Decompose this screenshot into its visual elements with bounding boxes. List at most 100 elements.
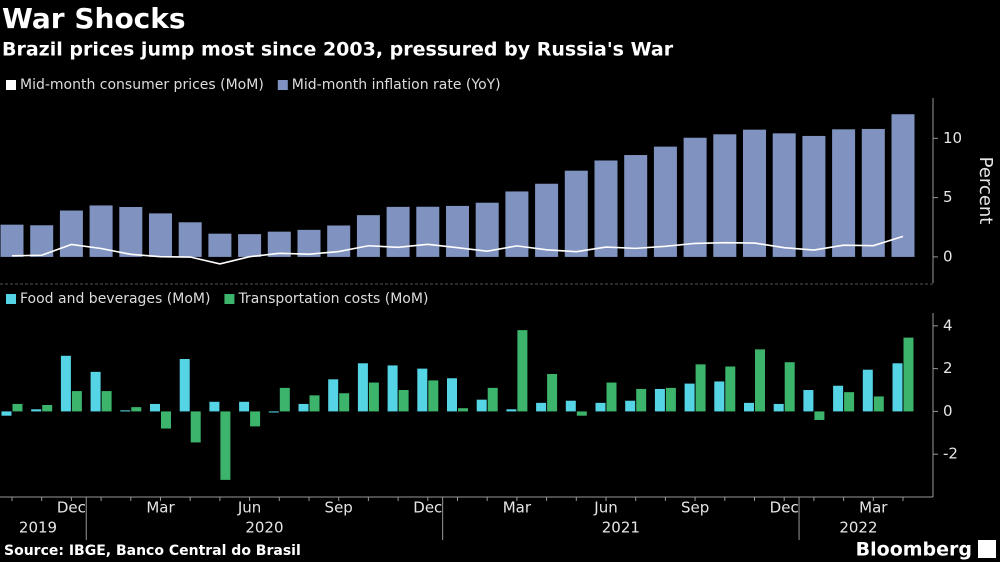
bar <box>653 146 677 257</box>
bar <box>12 403 23 412</box>
bar <box>131 407 142 412</box>
bar <box>297 229 321 257</box>
y-tick-label: -2 <box>943 445 958 463</box>
bar <box>714 381 725 412</box>
bar <box>755 349 765 412</box>
legend-swatch <box>6 294 16 304</box>
bar <box>59 210 83 257</box>
bar <box>1 411 12 416</box>
bar <box>713 134 737 257</box>
bar <box>505 191 529 257</box>
bar <box>873 396 884 412</box>
line <box>11 235 904 265</box>
bar <box>446 205 469 257</box>
bar <box>743 129 766 257</box>
bar <box>150 403 160 412</box>
bar <box>267 231 291 257</box>
bar <box>447 378 457 412</box>
year-label: 2022 <box>839 519 877 537</box>
bar <box>42 405 53 412</box>
bar <box>31 409 42 412</box>
y-tick-label: 2 <box>943 359 953 377</box>
bar <box>428 380 439 412</box>
chart-subtitle: Brazil prices jump most since 2003, pres… <box>2 39 674 61</box>
bar <box>208 233 232 257</box>
source: Source: IBGE, Banco Central do Brasil <box>4 543 301 559</box>
brand-icon <box>978 540 996 558</box>
bar <box>268 411 279 413</box>
bar <box>239 401 250 412</box>
bar <box>814 411 825 420</box>
x-tick-label: Dec <box>770 499 799 517</box>
bar <box>624 155 648 257</box>
bar <box>772 133 796 257</box>
bar <box>654 388 665 412</box>
legend-swatch <box>224 294 235 304</box>
bar <box>803 390 814 412</box>
bar <box>832 129 856 257</box>
bar <box>458 408 468 412</box>
bar <box>119 206 143 257</box>
bar <box>238 234 262 257</box>
bar <box>802 135 826 257</box>
x-tick-label: Mar <box>146 499 175 517</box>
bar <box>594 160 618 257</box>
x-tick-label: Sep <box>325 499 353 517</box>
bar <box>250 411 261 427</box>
bar <box>844 392 855 412</box>
bar <box>833 385 844 412</box>
bar <box>625 400 636 412</box>
bar <box>547 373 558 412</box>
bar <box>903 337 914 412</box>
bar <box>861 128 885 257</box>
bar <box>101 391 112 412</box>
bar <box>695 364 706 412</box>
bar <box>417 368 428 412</box>
bar <box>209 401 220 412</box>
bar <box>89 205 113 257</box>
bar <box>90 371 101 412</box>
year-label: 2020 <box>245 519 283 537</box>
bar <box>576 411 587 416</box>
legend-swatch <box>6 80 16 90</box>
x-tick-label: Jun <box>237 499 261 517</box>
bar <box>149 213 172 257</box>
bar <box>416 206 440 257</box>
bar <box>725 366 736 412</box>
x-tick-label: Jun <box>593 499 617 517</box>
y-tick-label: 5 <box>943 188 953 206</box>
y-axis-label: Percent <box>975 157 996 225</box>
bar <box>636 388 647 412</box>
x-tick-label: Dec <box>413 499 442 517</box>
bar <box>684 383 695 412</box>
bar <box>892 363 903 412</box>
bar <box>398 390 409 412</box>
bar <box>220 411 231 480</box>
bar <box>356 215 380 257</box>
year-label: 2019 <box>19 519 57 537</box>
bar <box>487 387 498 412</box>
bar <box>536 402 547 412</box>
year-label: 2021 <box>602 519 640 537</box>
legend-label: Mid-month inflation rate (YoY) <box>292 77 501 93</box>
brand: Bloomberg <box>856 539 972 561</box>
bar <box>298 403 309 412</box>
bar <box>891 114 915 257</box>
bar <box>744 402 754 412</box>
bar <box>683 137 707 257</box>
bar <box>279 387 290 412</box>
bar <box>161 411 171 429</box>
legend-label: Food and beverages (MoM) <box>20 291 210 307</box>
bar <box>357 363 368 412</box>
bar <box>565 400 576 412</box>
bar <box>606 382 617 412</box>
x-tick-label: Mar <box>859 499 888 517</box>
bar <box>178 222 202 257</box>
y-tick-label: 0 <box>943 402 953 420</box>
bar <box>476 399 487 412</box>
bar <box>339 393 350 412</box>
bar <box>120 410 131 412</box>
chart-title: War Shocks <box>2 2 186 35</box>
bar <box>190 411 201 443</box>
bar <box>328 379 339 412</box>
